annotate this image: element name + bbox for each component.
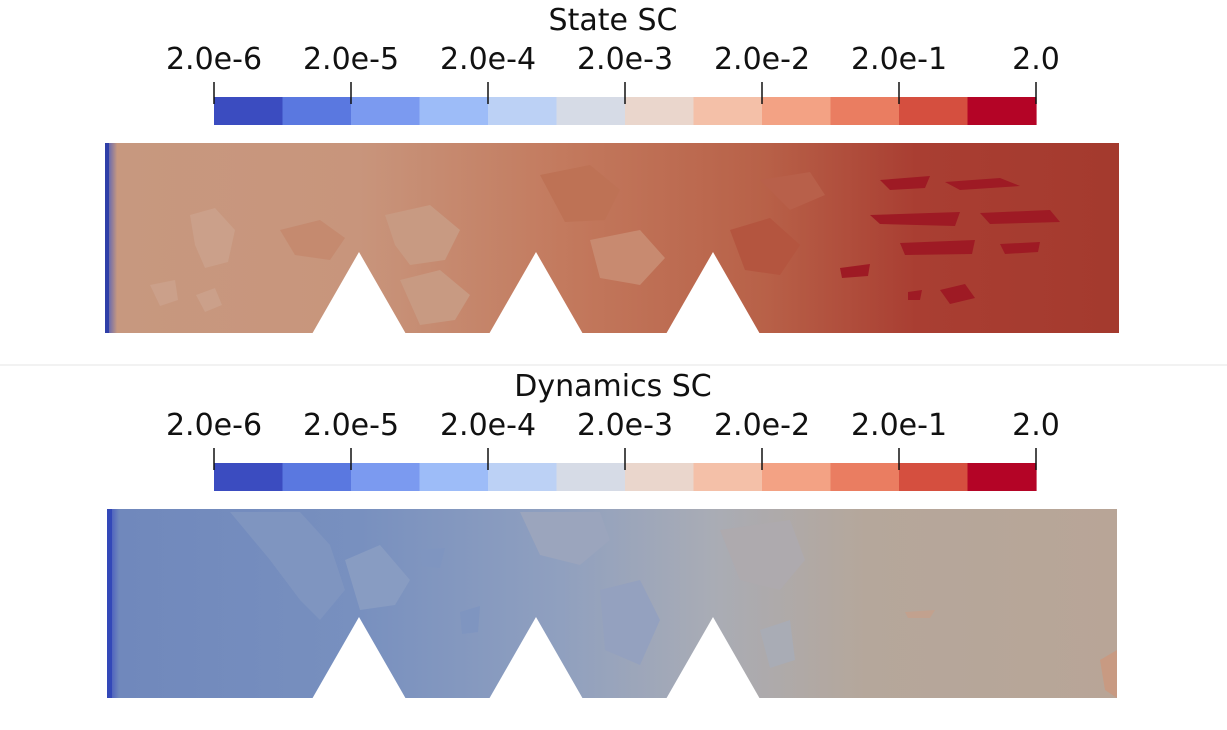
dynamics-tick-label-1: 2.0e-5: [303, 408, 399, 443]
state-patch: [150, 280, 178, 306]
dynamics-obstacle-3: [666, 617, 760, 699]
dynamics-title: Dynamics SC: [514, 369, 711, 404]
state-patch: [870, 212, 960, 226]
state-patch: [760, 172, 825, 210]
dynamics-inlet-edge: [107, 509, 112, 698]
state-colorbar-swatch: [625, 97, 695, 125]
dynamics-colorbar-ticks: 2.0e-6 2.0e-5 2.0e-4 2.0e-3 2.0e-2 2.0e-…: [166, 408, 1060, 443]
state-tick-marks: [213, 82, 1037, 104]
state-patch: [840, 264, 870, 278]
dynamics-patch: [520, 512, 610, 565]
state-tick-label-5: 2.0e-1: [851, 42, 947, 77]
state-colorbar: [214, 97, 1037, 125]
dynamics-patch: [230, 512, 345, 620]
state-patch: [400, 270, 470, 325]
state-patch: [730, 218, 800, 275]
dynamics-patch: [905, 610, 935, 618]
state-patch: [190, 208, 235, 268]
dynamics-patch: [600, 580, 660, 665]
state-title: State SC: [549, 3, 678, 38]
dynamics-colorbar-swatch: [419, 463, 489, 491]
state-obstacle-3: [666, 252, 760, 334]
state-colorbar-swatch: [762, 97, 832, 125]
state-patch: [1000, 242, 1040, 254]
dynamics-tick-label-5: 2.0e-1: [851, 408, 947, 443]
state-tick-label-0: 2.0e-6: [166, 42, 262, 77]
state-colorbar-swatch: [419, 97, 489, 125]
state-patch: [945, 178, 1020, 190]
dynamics-colorbar: [214, 463, 1037, 491]
state-patch: [280, 220, 345, 260]
dynamics-tick-label-0: 2.0e-6: [166, 408, 262, 443]
state-patch: [540, 165, 620, 222]
dynamics-colorbar-swatch: [830, 463, 900, 491]
dynamics-obstacle-2: [489, 617, 583, 699]
dynamics-patch: [1100, 650, 1117, 698]
state-panel: State SC 2.0e-6 2.0e-5 2.0e-4 2.0e-3 2.0…: [105, 3, 1119, 334]
state-tick-label-3: 2.0e-3: [577, 42, 673, 77]
state-tick-label-6: 2.0: [1012, 42, 1060, 77]
state-colorbar-swatch: [899, 97, 969, 125]
state-contour-patches: [150, 165, 1060, 325]
state-colorbar-swatch: [488, 97, 558, 125]
dynamics-obstacle-1: [312, 617, 406, 699]
dynamics-field: [107, 509, 1117, 699]
dynamics-colorbar-swatch: [351, 463, 421, 491]
state-colorbar-swatch: [282, 97, 352, 125]
dynamics-patch: [720, 520, 805, 590]
state-tick-label-4: 2.0e-2: [714, 42, 810, 77]
state-colorbar-swatch: [214, 97, 284, 125]
state-patch: [900, 240, 975, 255]
dynamics-patch: [345, 545, 410, 610]
dynamics-colorbar-swatch: [693, 463, 763, 491]
state-tick-label-2: 2.0e-4: [440, 42, 536, 77]
state-tick-label-1: 2.0e-5: [303, 42, 399, 77]
state-colorbar-swatch: [556, 97, 626, 125]
state-patch: [590, 230, 665, 285]
dynamics-colorbar-swatch: [899, 463, 969, 491]
dynamics-contour-patches: [230, 512, 1117, 698]
state-patch: [880, 176, 930, 190]
dynamics-tick-label-4: 2.0e-2: [714, 408, 810, 443]
state-colorbar-ticks: 2.0e-6 2.0e-5 2.0e-4 2.0e-3 2.0e-2 2.0e-…: [166, 42, 1060, 77]
state-patch: [980, 210, 1060, 224]
dynamics-panel: Dynamics SC 2.0e-6 2.0e-5 2.0e-4 2.0e-3 …: [107, 369, 1117, 699]
state-patch: [908, 290, 922, 300]
state-colorbar-swatch: [830, 97, 900, 125]
state-colorbar-swatch: [693, 97, 763, 125]
dynamics-patch: [420, 548, 445, 568]
dynamics-colorbar-swatch: [762, 463, 832, 491]
state-inlet-edge: [105, 143, 109, 333]
dynamics-tick-label-6: 2.0: [1012, 408, 1060, 443]
state-field: [105, 143, 1119, 334]
dynamics-colorbar-swatch: [556, 463, 626, 491]
dynamics-patch: [460, 606, 480, 634]
state-patch: [196, 288, 222, 312]
state-obstacle-2: [489, 252, 583, 334]
dynamics-colorbar-swatch: [214, 463, 284, 491]
dynamics-colorbar-swatch: [282, 463, 352, 491]
state-patch: [385, 205, 460, 265]
state-colorbar-swatch: [967, 97, 1037, 125]
state-patch: [940, 284, 975, 304]
state-obstacle-1: [312, 252, 406, 334]
dynamics-colorbar-swatch: [488, 463, 558, 491]
dynamics-tick-label-3: 2.0e-3: [577, 408, 673, 443]
dynamics-colorbar-swatch: [967, 463, 1037, 491]
state-colorbar-swatch: [351, 97, 421, 125]
dynamics-tick-label-2: 2.0e-4: [440, 408, 536, 443]
dynamics-patch: [760, 620, 795, 668]
dynamics-tick-marks: [213, 448, 1037, 470]
dynamics-colorbar-swatch: [625, 463, 695, 491]
